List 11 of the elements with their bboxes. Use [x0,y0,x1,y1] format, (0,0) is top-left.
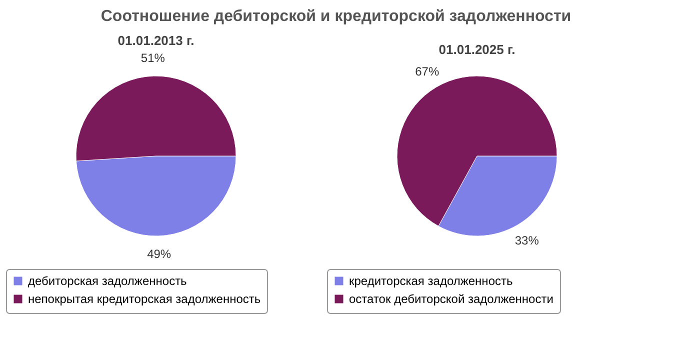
data-label: 33% [514,233,540,248]
legend-label: непокрытая кредиторская задолженность [28,292,261,306]
data-label: 67% [415,64,440,79]
legend-label: остаток дебиторской задолженности [349,292,554,306]
legend-label: кредиторская задолженность [349,274,513,288]
data-label: 49% [147,246,172,261]
chart-title: 01.01.2025 г. [438,42,516,57]
text: Соотношение дебиторской и кредиторской задолженности [100,8,572,25]
data-label: 51% [140,51,166,66]
chart-title: 01.01.2013 г. [118,33,194,48]
legend-label: дебиторская задолженность [28,274,187,288]
